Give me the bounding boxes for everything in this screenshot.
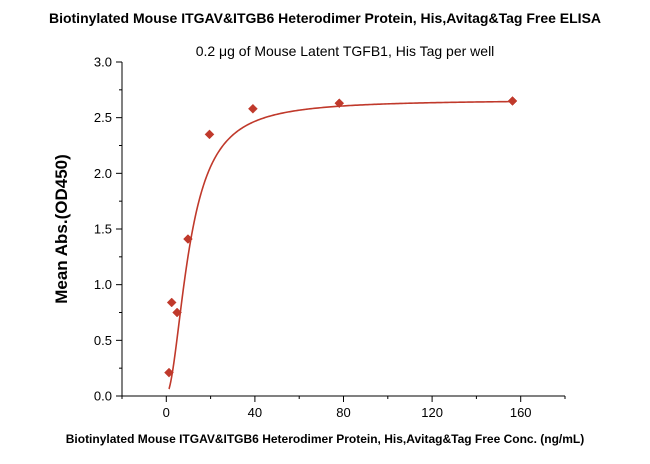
x-tick-label: 120 (421, 405, 443, 420)
data-point (164, 367, 174, 378)
y-tick-label: 0.5 (94, 333, 112, 348)
x-tick-label: 80 (336, 405, 350, 420)
data-point (248, 103, 258, 114)
x-axis-label: Biotinylated Mouse ITGAV&ITGB6 Heterodim… (66, 432, 585, 446)
y-tick-label: 1.5 (94, 222, 112, 237)
y-tick-label: 2.0 (94, 166, 112, 181)
data-point (172, 307, 182, 318)
y-tick-label: 2.5 (94, 110, 112, 125)
fit-curve (168, 100, 513, 390)
data-point (204, 129, 215, 140)
data-point (334, 98, 345, 109)
data-point (166, 297, 177, 308)
y-tick-label: 3.0 (94, 55, 112, 70)
x-tick-label: 0 (163, 405, 170, 420)
y-tick-label: 1.0 (94, 277, 112, 292)
chart-subtitle: 0.2 μg of Mouse Latent TGFB1, His Tag pe… (196, 43, 495, 59)
y-axis-label: Mean Abs.(OD450) (52, 154, 71, 304)
data-point (183, 234, 193, 244)
chart-title: Biotinylated Mouse ITGAV&ITGB6 Heterodim… (49, 10, 601, 26)
x-tick-label: 40 (248, 405, 262, 420)
x-tick-label: 160 (510, 405, 532, 420)
y-tick-label: 0.0 (94, 389, 112, 404)
data-point (507, 96, 518, 106)
plot-area: 0.0 0.5 1.0 1.5 2.0 2.5 3.0 0 40 80 120 160 (94, 55, 566, 420)
